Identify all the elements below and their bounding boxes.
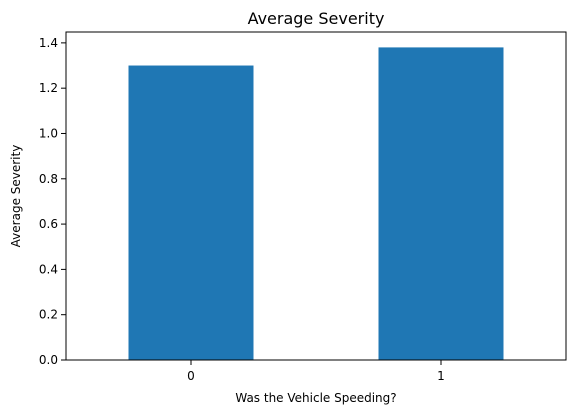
y-tick-label: 1.4 (39, 36, 58, 50)
x-tick-label: 0 (187, 369, 195, 383)
bars-group (128, 47, 504, 360)
y-tick-label: 0.0 (39, 353, 58, 367)
plot-frame (65, 31, 567, 361)
bar-1 (378, 47, 504, 360)
y-tick-label: 0.6 (39, 217, 58, 231)
y-tick-label: 0.2 (39, 308, 58, 322)
y-tick-label: 0.4 (39, 262, 58, 276)
y-axis-ticks: 0.0 0.2 0.4 0.6 0.8 1.0 1.2 1.4 (39, 36, 66, 367)
y-axis-label: Average Severity (9, 145, 23, 248)
y-tick-label: 1.0 (39, 126, 58, 140)
y-tick-label: 0.8 (39, 172, 58, 186)
x-axis-label: Was the Vehicle Speeding? (235, 391, 396, 405)
x-tick-label: 1 (437, 369, 445, 383)
bar-0 (128, 65, 254, 360)
y-tick-label: 1.2 (39, 81, 58, 95)
chart-title: Average Severity (248, 9, 385, 28)
